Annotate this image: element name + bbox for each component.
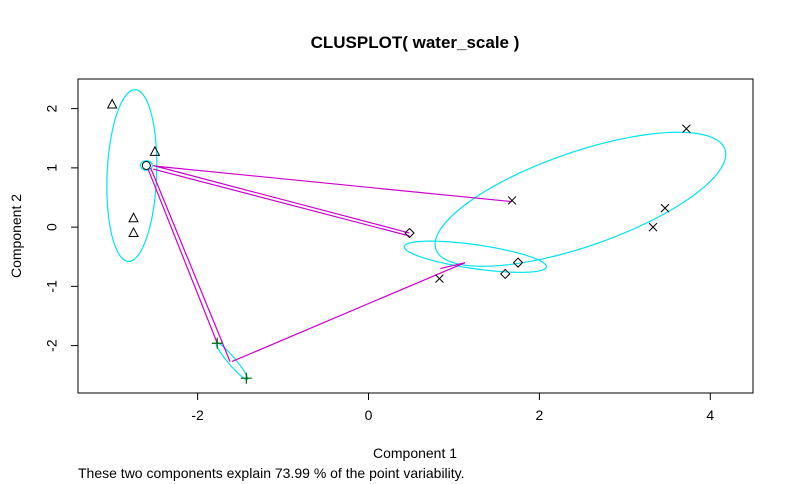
x-axis-label: Component 1 (373, 445, 457, 461)
chart-title: CLUSPLOT( water_scale ) (311, 33, 520, 52)
x-tick-label: 4 (706, 407, 714, 423)
y-axis: -2 -1 0 1 2 (44, 105, 79, 352)
plus-point (240, 372, 252, 384)
distance-line (147, 168, 218, 344)
cluster-ellipses (106, 89, 727, 381)
distance-line (150, 167, 231, 362)
cross-point (660, 203, 670, 213)
distance-line (231, 262, 466, 363)
cross-point (507, 196, 517, 205)
triangle-point (106, 98, 118, 109)
x-tick-label: -2 (191, 407, 204, 423)
triangle-point (128, 226, 139, 238)
x-tick-label: 2 (535, 407, 543, 423)
data-points (106, 98, 691, 384)
plot-frame (77, 78, 754, 394)
diamond-point (404, 227, 415, 239)
y-tick-label: 0 (44, 223, 60, 231)
y-tick-label: 2 (44, 105, 60, 113)
cross-point (682, 124, 691, 134)
distance-lines (147, 164, 513, 363)
y-axis-label: Component 2 (8, 194, 24, 278)
cluster-ellipse (106, 89, 158, 263)
cluster-ellipse (403, 240, 548, 273)
diamond-point (512, 257, 524, 268)
cluster-ellipse (139, 160, 153, 171)
cluster-ellipse (434, 131, 727, 267)
distance-line (154, 165, 513, 203)
distance-line (153, 164, 410, 234)
x-tick-label: 0 (365, 407, 373, 423)
chart-subtitle: These two components explain 73.99 % of … (78, 465, 465, 481)
triangle-point (128, 212, 139, 223)
cross-point (435, 274, 444, 284)
y-tick-label: 1 (44, 164, 60, 172)
y-tick-label: -2 (44, 339, 60, 352)
circle-point (141, 160, 151, 170)
y-tick-label: -1 (44, 280, 60, 293)
distance-line (440, 262, 466, 270)
diamond-point (500, 268, 511, 280)
triangle-point (149, 145, 161, 156)
x-axis: -2 0 2 4 (191, 392, 714, 423)
distance-line (153, 168, 410, 237)
plus-point (211, 337, 223, 349)
cross-point (648, 222, 658, 232)
